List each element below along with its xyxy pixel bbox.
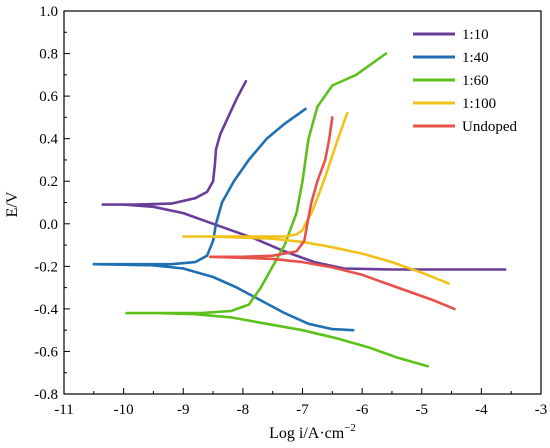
plot-frame [63,10,542,395]
x-tick-label: -10 [114,402,134,418]
y-tick-label: 0.8 [39,47,58,63]
series-line-0 [101,79,507,271]
y-axis-label: E/V [4,191,21,217]
axes: -11 -10 -9 -8 -7 -6 -5 -4 -3 -0.8 -0.6 -0.4 -0.2 0.0 0… [34,4,547,418]
x-tick-label: -8 [237,402,250,418]
y-tick-label: -0.2 [34,259,58,275]
y-tick-label: 0.6 [39,89,58,105]
x-tick-label: -9 [177,402,190,418]
x-axis-label-main: Log i/A·cm [269,425,345,442]
legend: 1:10 1:40 1:60 1:100 Undoped [413,27,517,135]
x-tick-label: -6 [356,402,369,418]
series-line-4 [208,116,456,311]
y-tick-label: 1.0 [39,4,58,20]
legend-label-2: 1:60 [462,73,489,89]
x-axis-label-superscript: −2 [344,422,356,434]
x-tick-label: -11 [54,402,73,418]
x-tick-label: -5 [416,402,429,418]
legend-label-4: Undoped [462,119,517,135]
y-tick-label: 0.0 [39,217,58,233]
series-line-3 [182,111,450,285]
x-tick-label: -3 [535,402,548,418]
series-layer [92,52,507,368]
y-tick-label: -0.6 [34,344,58,360]
y-tick-label: -0.8 [34,387,58,403]
legend-label-3: 1:100 [462,96,496,112]
series-line-2 [125,52,429,368]
y-tick-label: -0.4 [34,302,58,318]
legend-label-0: 1:10 [462,27,489,43]
y-tick-label: 0.4 [39,132,58,148]
series-line-1 [92,107,355,332]
x-axis-label: Log i/A·cm−2 [269,422,356,442]
y-tick-label: 0.2 [39,174,58,190]
legend-label-1: 1:40 [462,50,489,66]
x-tick-label: -4 [475,402,488,418]
x-tick-label: -7 [296,402,309,418]
